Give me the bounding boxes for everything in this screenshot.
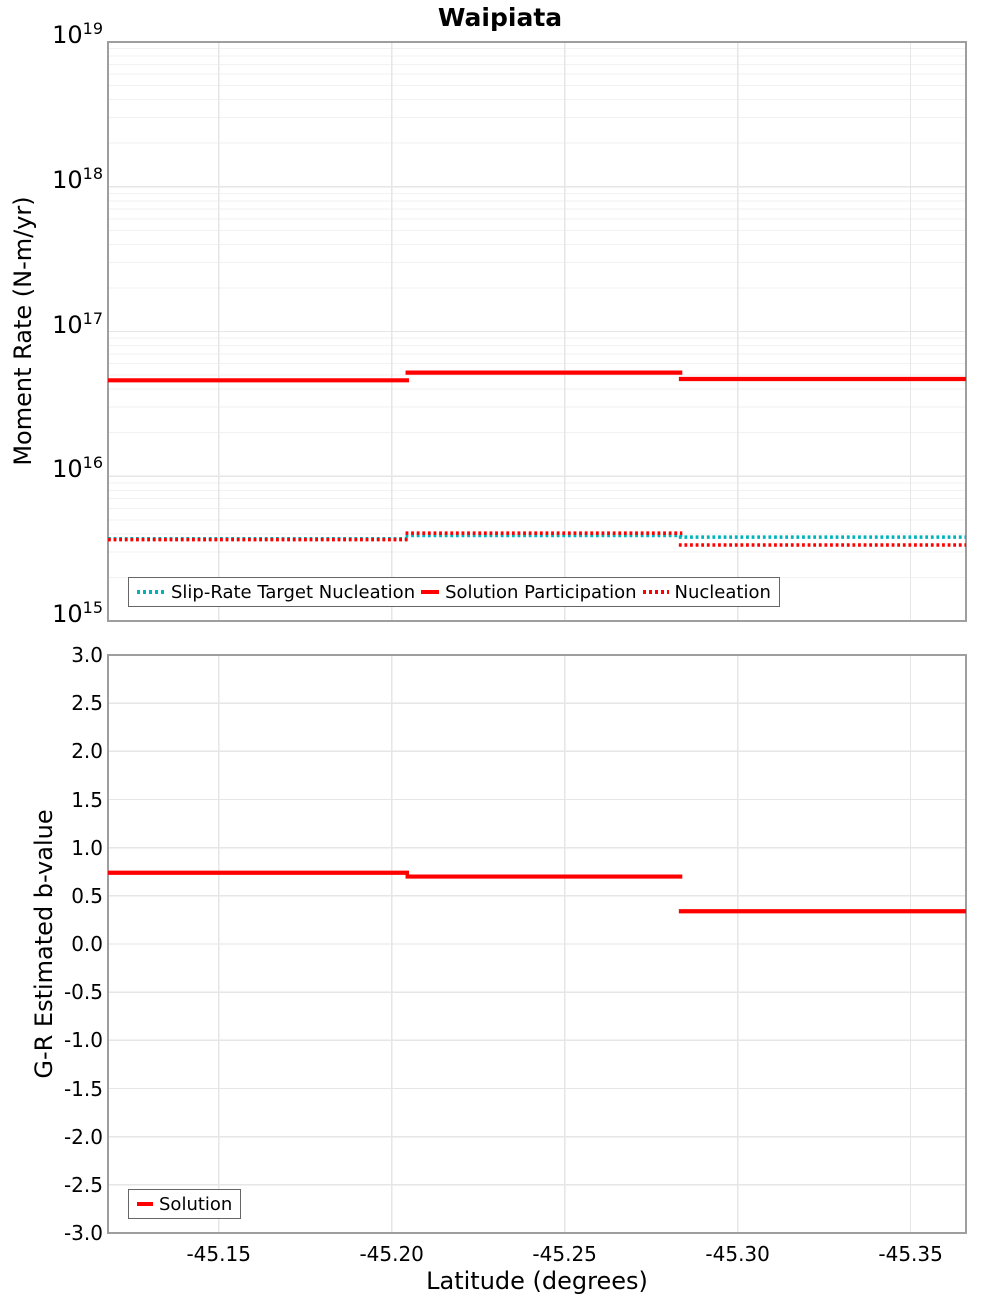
ytick-moment-rate-1e17: 1017: [52, 308, 103, 339]
ytick-moment-rate-1e18: 1018: [52, 163, 103, 194]
ytick-b-value: 1.0: [71, 835, 103, 860]
legend-swatch-nucleation: [642, 590, 669, 594]
xtick-latitude: -45.35: [878, 1242, 943, 1266]
ytick-b-value: 3.0: [71, 643, 103, 667]
xaxis-label: Latitude (degrees): [426, 1267, 648, 1295]
xtick-latitude: -45.25: [532, 1242, 597, 1266]
ytick-b-value: -3.0: [63, 1221, 103, 1245]
legend-label-solution: Solution: [159, 1193, 233, 1215]
legend-b-value: Solution: [128, 1189, 242, 1219]
legend-label-solution-participation: Solution Participation: [445, 581, 637, 603]
ytick-b-value: 2.5: [71, 691, 103, 716]
legend-swatch-slip-rate-target-nucleation: [137, 590, 165, 594]
legend-swatch-solution: [137, 1202, 153, 1206]
chart-title: Waipiata: [437, 3, 563, 32]
ytick-b-value: -1.0: [63, 1028, 103, 1053]
ytick-b-value: 2.0: [71, 739, 103, 764]
ytick-moment-rate-1e19: 1019: [52, 19, 103, 50]
xtick-latitude: -45.30: [705, 1242, 770, 1266]
legend-swatch-solution-participation: [421, 590, 440, 594]
ytick-moment-rate-1e16: 1016: [52, 453, 103, 484]
ytick-b-value: 0.5: [71, 883, 103, 908]
ytick-b-value: -2.5: [63, 1172, 103, 1197]
ytick-b-value: -2.0: [63, 1124, 103, 1149]
ytick-moment-rate-1e15: 1015: [52, 598, 103, 629]
legend-moment-rate: Slip-Rate Target Nucleation Solution Par…: [128, 577, 780, 607]
legend-label-slip-rate-target-nucleation: Slip-Rate Target Nucleation: [171, 581, 416, 603]
xtick-latitude: -45.15: [186, 1242, 251, 1266]
xtick-latitude: -45.20: [359, 1242, 424, 1266]
legend-label-nucleation: Nucleation: [674, 581, 771, 603]
ytick-b-value: 0.0: [71, 932, 103, 956]
ytick-b-value: -0.5: [63, 980, 103, 1005]
ytick-b-value: -1.5: [63, 1076, 103, 1101]
ytick-b-value: 1.5: [71, 787, 103, 812]
